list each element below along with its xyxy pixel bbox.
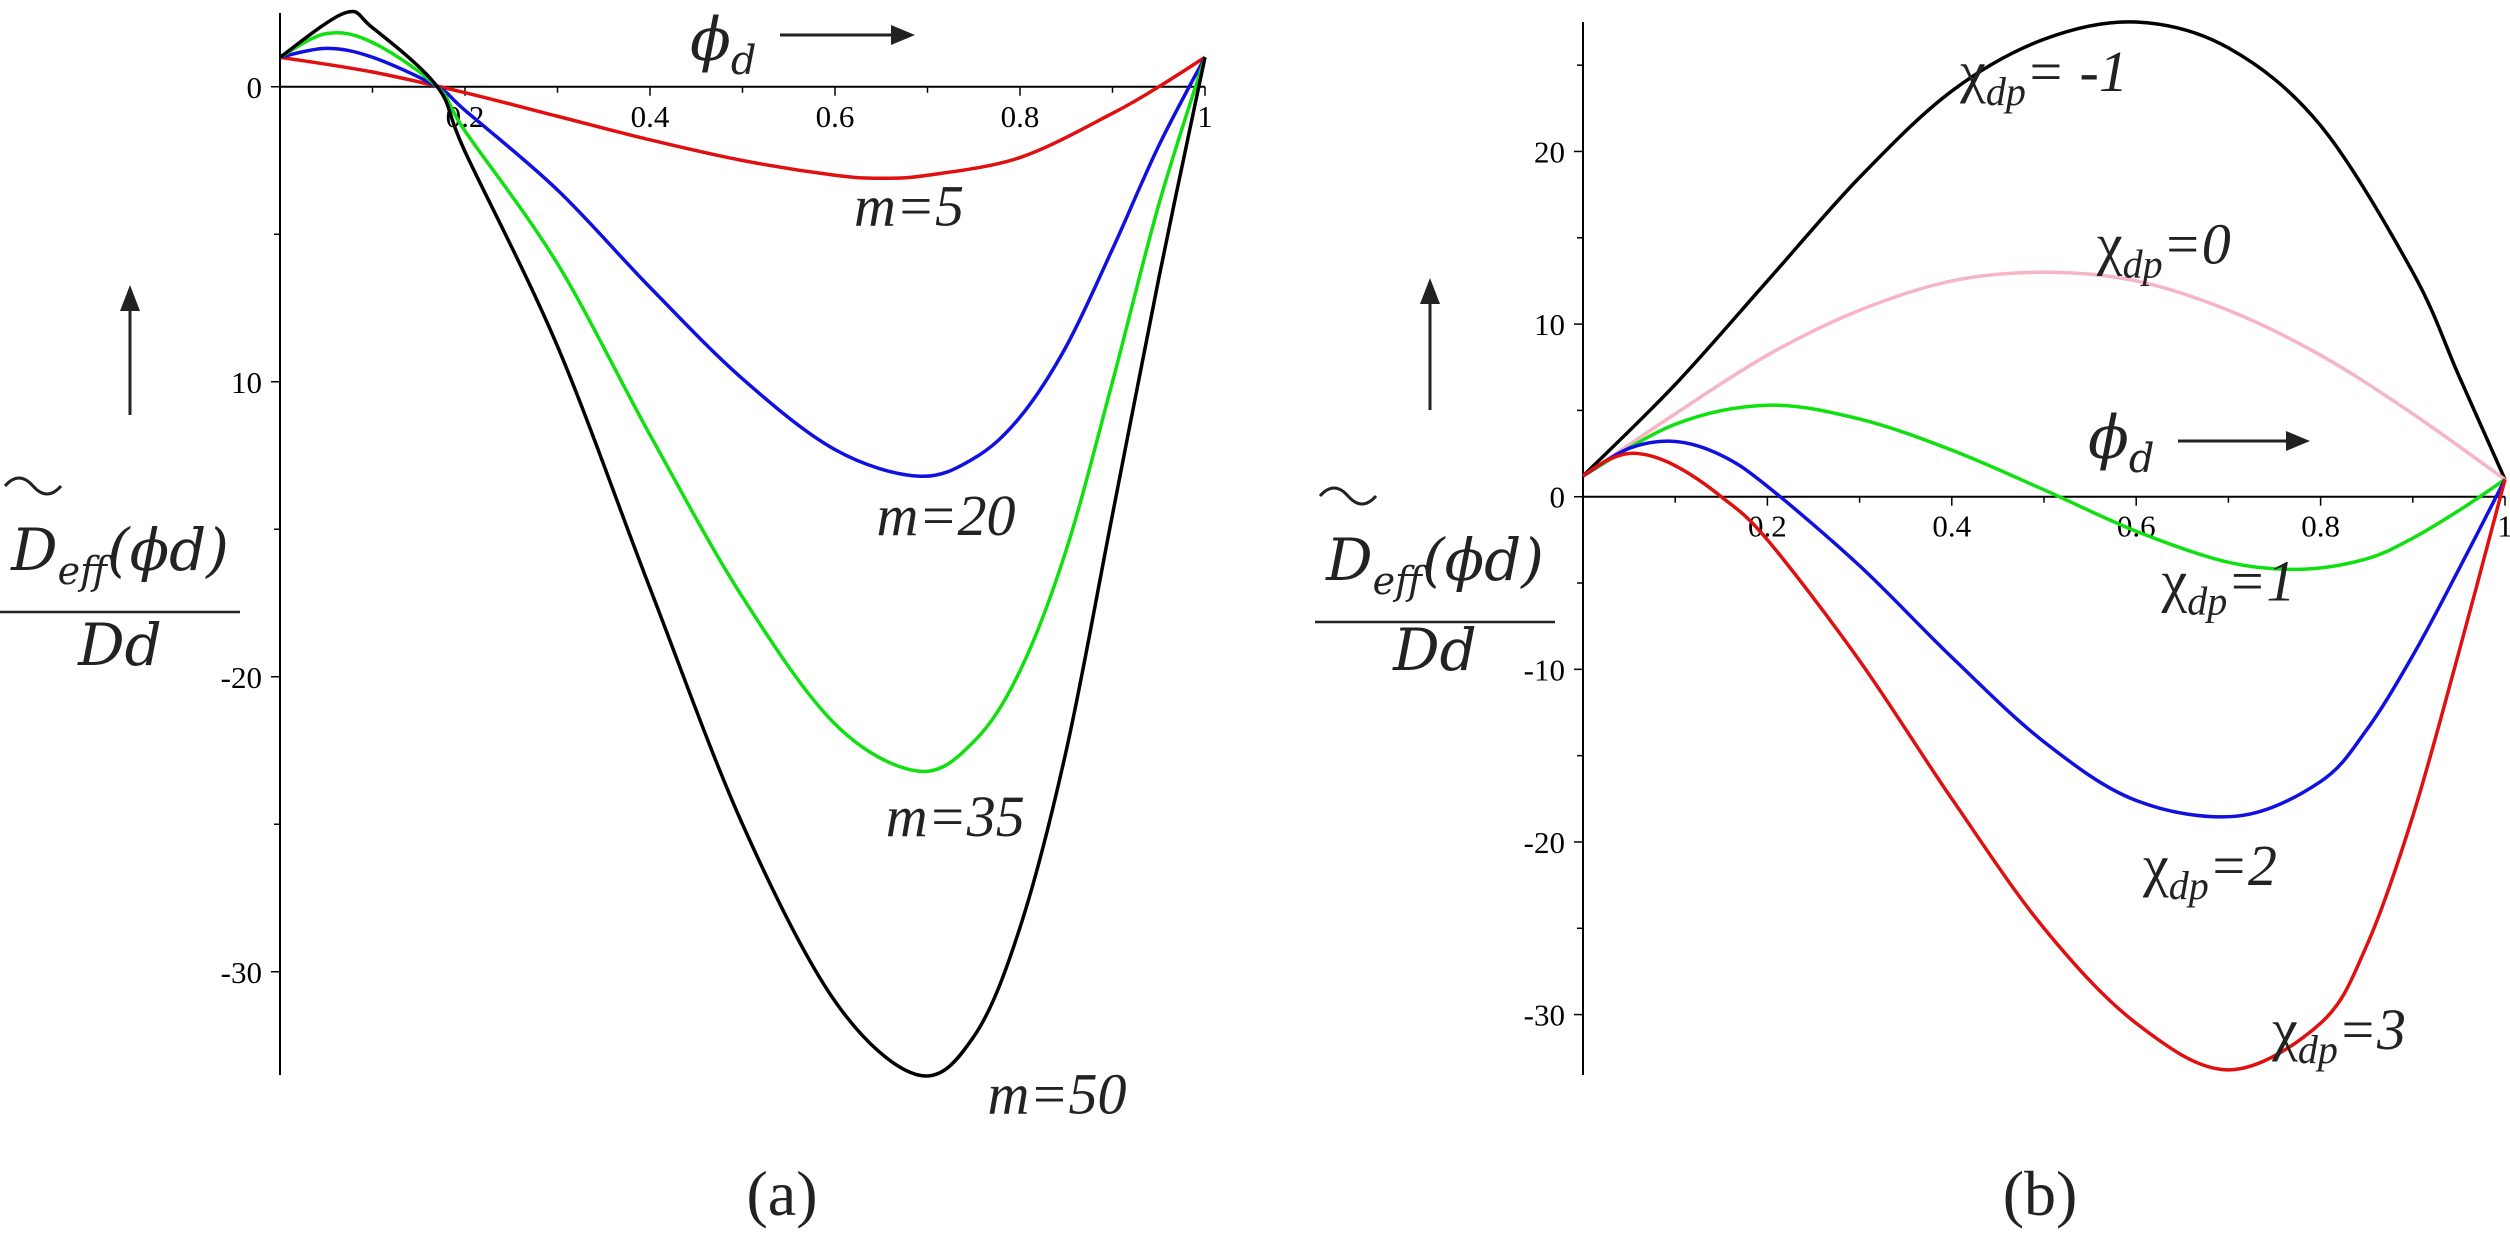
y-tick-label: 20 — [1534, 134, 1565, 169]
x-axis-label: ϕd — [2088, 403, 2155, 482]
tilde-icon — [3, 476, 63, 496]
y-tick-label: -10 — [1524, 652, 1565, 687]
series-line-chidp-0 — [1582, 270, 2507, 481]
y-axis-arrow-head — [1420, 278, 1440, 304]
chart-panel-a: 0.2 0.4 0.6 0.8 1010-20-30m=5m=20m=35m=50ϕdD… — [0, 5, 1213, 1229]
y-tick-label: 10 — [1534, 307, 1565, 342]
curve-label-m-50: m=50 — [987, 1061, 1126, 1126]
series-line-chidp-1 — [1581, 20, 2507, 481]
tilde-icon — [1318, 486, 1378, 506]
series-line-chidp-2 — [1582, 439, 2507, 819]
x-tick-label: 1 — [1197, 99, 1213, 134]
x-tick-label: 0.8 — [2301, 509, 2340, 544]
x-tick-label: 0.4 — [631, 99, 670, 134]
y-tick-label: -30 — [221, 955, 262, 990]
y-axis-label-numerator: Deff(ϕd) — [10, 516, 229, 593]
y-axis-label-numerator: Deff(ϕd) — [1325, 526, 1544, 603]
curve-label-m-5: m=5 — [854, 173, 964, 238]
y-axis-label-denominator: Dd — [1392, 616, 1477, 684]
y-tick-label: -20 — [1524, 825, 1565, 860]
panel-label-a: (a) — [746, 1158, 817, 1229]
series-line-chidp-1 — [1582, 403, 2506, 572]
y-tick-label: -30 — [1524, 998, 1565, 1033]
series-line-chidp-3 — [1582, 451, 2507, 1072]
x-axis-arrow-head — [891, 25, 915, 45]
y-tick-label: 0 — [247, 70, 263, 105]
x-tick-label: 0.6 — [816, 99, 855, 134]
curve-label-chidp-1: χdp=1 — [2160, 548, 2295, 623]
x-axis-arrow-head — [2286, 431, 2310, 451]
series-line-m-50 — [279, 9, 1207, 1078]
x-tick-label: 1 — [2497, 509, 2510, 544]
series-line-m-20 — [279, 46, 1207, 478]
x-tick-label: 0.8 — [1001, 99, 1040, 134]
x-axis-label: ϕd — [690, 5, 757, 84]
curve-label-chidp-3: χdp=3 — [2271, 997, 2406, 1072]
series-line-m-5 — [279, 55, 1206, 180]
y-axis-arrow-head — [120, 285, 140, 311]
curve-label-chidp-2: χdp=2 — [2142, 833, 2277, 908]
x-tick-label: 0.4 — [1932, 509, 1971, 544]
y-tick-label: -20 — [221, 660, 262, 695]
panel-label-b: (b) — [2003, 1158, 2078, 1229]
curve-label-chidp-0: χdp=0 — [2096, 212, 2231, 287]
curve-label-m-20: m=20 — [876, 483, 1015, 548]
y-tick-label: 10 — [231, 365, 262, 400]
series-line-m-35 — [279, 31, 1207, 774]
curve-label-chidp-1: χdp= -1 — [1959, 39, 2128, 114]
curve-label-m-35: m=35 — [886, 784, 1025, 849]
y-axis-label-denominator: Dd — [77, 611, 162, 679]
y-tick-label: 0 — [1550, 480, 1566, 515]
